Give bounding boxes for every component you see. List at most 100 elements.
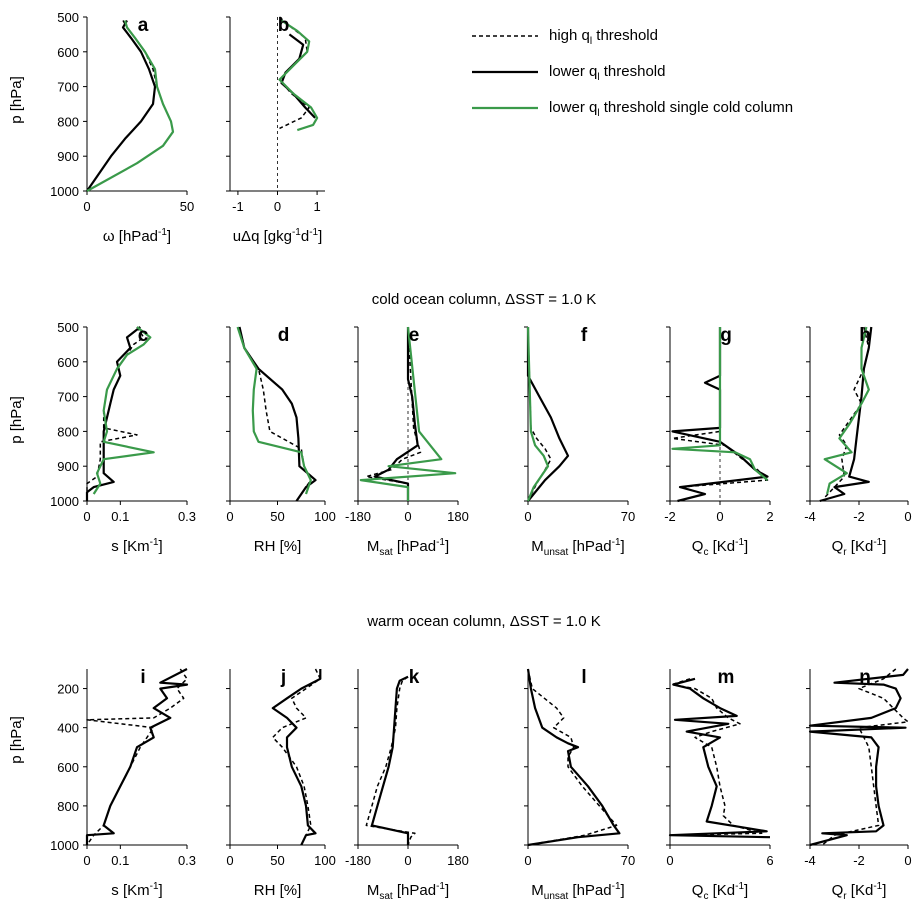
ytick-label-c-600: 600 [57, 355, 79, 370]
panel-d: 0 50 100 d RH [%] [226, 325, 336, 555]
legend: high ql threshold lower ql threshold lower… [472, 27, 793, 119]
panel-letter-c: c [138, 325, 149, 346]
panel-k: -180 0 180 k Msat [hPad-1] [345, 667, 469, 902]
ytick-label-i-800: 800 [57, 799, 79, 814]
row-titles: cold ocean column, ΔSST = 1.0 K warm oce… [366, 291, 601, 630]
series-line-j-1 [272, 668, 322, 836]
x-axis-label-b: uΔq [gkg-1d-1] [233, 227, 323, 245]
series-line-g-2 [671, 327, 769, 481]
x-axis-label-f: Munsat [hPad-1] [531, 537, 624, 558]
series-line-j-0 [271, 669, 322, 846]
x-axis-label-d: RH [%] [254, 538, 302, 555]
x-axis-label-j: RH [%] [254, 882, 302, 899]
series-line-f-0 [526, 327, 570, 502]
ytick-label-i-400: 400 [57, 721, 79, 736]
panel-h: -4 -2 0 h Qr [Kd-1] [804, 325, 911, 558]
xtick-label-m-1: 6 [766, 853, 773, 868]
row-title-warm: warm ocean column, ΔSST = 1.0 K [366, 613, 601, 630]
panel-letter-d: d [278, 325, 290, 346]
panel-letter-l: l [581, 667, 586, 688]
ytick-label-a-700: 700 [57, 80, 79, 95]
series-line-g-1 [671, 327, 769, 488]
x-axis-label-m: Qc [Kd-1] [692, 881, 748, 902]
x-axis-label-g: Qc [Kd-1] [692, 537, 748, 558]
xtick-label-i-2: 0.3 [178, 853, 196, 868]
legend-label-1: high ql threshold [549, 27, 658, 47]
x-axis-label-a: ω [hPad-1] [103, 227, 171, 245]
panel-c: 500 600 700 800 900 1000 0 0.1 0.3 c s [Km-1] [50, 320, 196, 555]
xtick-label-d-1: 50 [270, 509, 284, 524]
xtick-label-h-0: -4 [804, 509, 816, 524]
ytick-label-i-600: 600 [57, 760, 79, 775]
y-axis-label-row1: p [hPa] [8, 76, 25, 124]
xtick-label-d-2: 100 [314, 509, 336, 524]
xtick-label-c-0: 0 [83, 509, 90, 524]
ytick-label-c-1000: 1000 [50, 494, 79, 509]
series-line-a-0 [86, 19, 157, 192]
series-line-b-1 [280, 33, 316, 119]
xtick-label-f-1: 70 [621, 509, 635, 524]
xtick-label-c-2: 0.3 [178, 509, 196, 524]
series-line-d-0 [238, 326, 317, 502]
series-line-a-2 [86, 20, 175, 192]
panel-b: -1 0 1 b uΔq [gkg-1d-1] [226, 15, 325, 245]
xtick-label-g-2: 2 [766, 509, 773, 524]
panel-i: 200 400 600 800 1000 0 0.1 0.3 i s [Km-1] [50, 667, 196, 899]
ytick-label-c-800: 800 [57, 424, 79, 439]
series-line-i-0 [85, 668, 189, 845]
x-axis-label-n: Qr [Kd-1] [832, 881, 887, 902]
series-line-d-2 [236, 326, 312, 495]
x-axis-label-k: Msat [hPad-1] [367, 881, 449, 902]
panel-l: 0 70 l Munsat [hPad-1] [524, 667, 635, 902]
x-axis-label-c: s [Km-1] [111, 537, 162, 555]
series-line-k-0 [370, 675, 410, 845]
y-axis-label-row3: p [hPa] [8, 716, 25, 764]
xtick-label-m-0: 0 [666, 853, 673, 868]
panel-letter-a: a [138, 15, 149, 36]
series-line-b-2 [278, 19, 319, 132]
panel-letter-i: i [140, 667, 145, 688]
xtick-label-n-1: -2 [853, 853, 865, 868]
ytick-label-a-800: 800 [57, 114, 79, 129]
xtick-label-k-1: 0 [404, 853, 411, 868]
series-line-a-1 [86, 20, 174, 192]
xtick-label-n-2: 0 [904, 853, 911, 868]
legend-label-3: lower ql threshold single cold column [549, 99, 793, 119]
xtick-label-f-0: 0 [524, 509, 531, 524]
xtick-label-e-1: 0 [404, 509, 411, 524]
panel-letter-n: n [859, 667, 871, 688]
xtick-label-i-0: 0 [83, 853, 90, 868]
ytick-label-i-1000: 1000 [50, 838, 79, 853]
ytick-label-c-900: 900 [57, 459, 79, 474]
series-line-e-1 [365, 326, 422, 501]
legend-label-2: lower ql threshold [549, 63, 665, 83]
series-line-m-0 [668, 677, 771, 839]
xtick-label-g-0: -2 [664, 509, 676, 524]
xtick-label-h-1: -2 [853, 509, 865, 524]
xtick-label-a-0: 0 [83, 199, 90, 214]
xtick-label-j-0: 0 [226, 853, 233, 868]
series-line-n-0 [808, 668, 909, 847]
panel-letter-j: j [280, 667, 286, 688]
xtick-label-b-0: -1 [232, 199, 244, 214]
xtick-label-b-2: 1 [313, 199, 320, 214]
panel-letter-e: e [409, 325, 420, 346]
ytick-label-a-600: 600 [57, 45, 79, 60]
panel-letter-m: m [718, 667, 735, 688]
ytick-label-a-900: 900 [57, 149, 79, 164]
series-line-c-1 [86, 326, 145, 501]
xtick-label-g-1: 0 [716, 509, 723, 524]
panel-g: -2 0 2 g Qc [Kd-1] [664, 325, 773, 558]
xtick-label-j-2: 100 [314, 853, 336, 868]
xtick-label-h-2: 0 [904, 509, 911, 524]
series-line-h-0 [819, 326, 873, 503]
x-axis-label-h: Qr [Kd-1] [832, 537, 887, 558]
panel-n: -4 -2 0 n Qr [Kd-1] [804, 667, 911, 902]
xtick-label-d-0: 0 [226, 509, 233, 524]
xtick-label-k-2: 180 [447, 853, 469, 868]
series-line-c-0 [85, 326, 141, 501]
x-axis-label-i: s [Km-1] [111, 881, 162, 899]
xtick-label-i-1: 0.1 [111, 853, 129, 868]
series-line-f-2 [526, 326, 550, 502]
row-title-cold: cold ocean column, ΔSST = 1.0 K [372, 291, 596, 308]
